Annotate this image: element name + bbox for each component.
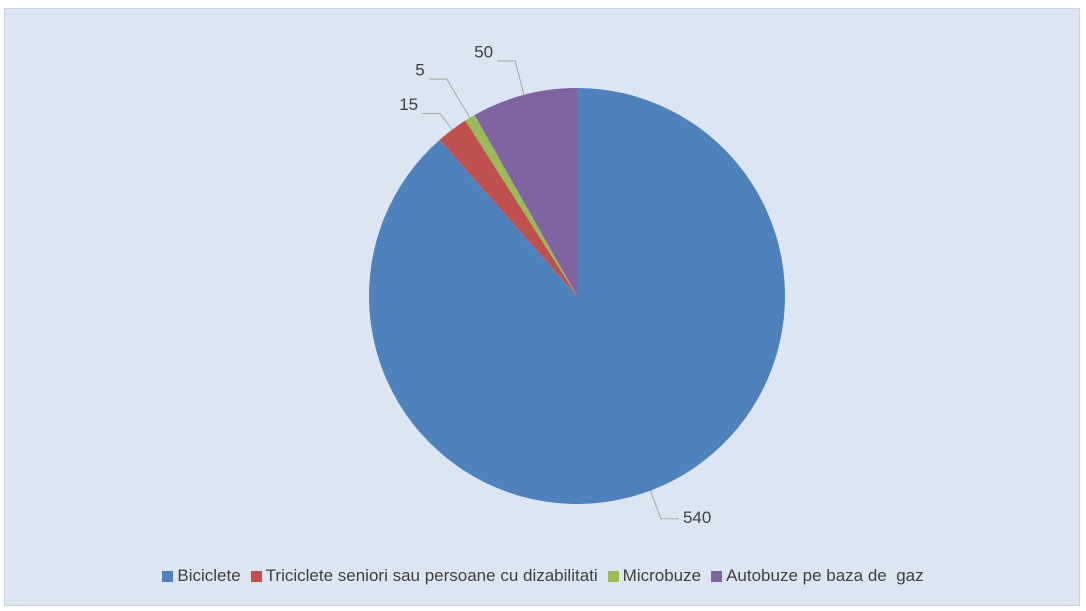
legend-item: Microbuze (607, 566, 702, 586)
pie-slice (439, 120, 577, 296)
pie-slice (474, 88, 577, 296)
legend-label: Biciclete (177, 566, 241, 585)
leader-line (422, 113, 453, 130)
leader-line (649, 490, 679, 520)
legend-swatch (162, 570, 174, 582)
legend-label: Triciclete seniori sau persoane cu dizab… (265, 566, 598, 585)
data-label: 50 (474, 42, 493, 61)
leader-line (497, 60, 525, 95)
legend: Biciclete Triciclete seniori sau persoane… (0, 566, 1086, 586)
legend-item: Autobuze pe baza de gaz (711, 566, 924, 586)
data-label: 5 (415, 61, 424, 80)
data-label: 540 (683, 508, 711, 527)
leader-line (428, 78, 471, 118)
legend-item: Biciclete (162, 566, 241, 586)
pie-slice (465, 114, 577, 296)
legend-label: Microbuze (622, 566, 702, 585)
legend-swatch (711, 570, 723, 582)
legend-swatch (250, 570, 262, 582)
legend-label: Autobuze pe baza de gaz (726, 566, 924, 585)
legend-item: Triciclete seniori sau persoane cu dizab… (250, 566, 598, 586)
data-label: 15 (399, 95, 418, 114)
legend-swatch (607, 570, 619, 582)
